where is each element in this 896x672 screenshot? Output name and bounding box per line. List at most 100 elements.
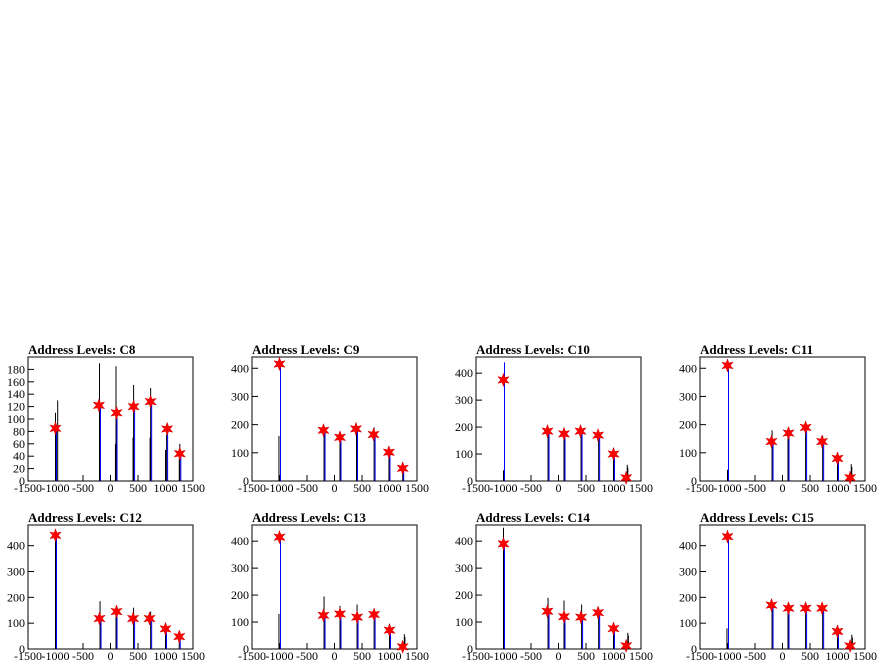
peak-marker — [497, 536, 510, 552]
y-tick-label: 200 — [7, 590, 25, 604]
y-tick-label: 0 — [243, 474, 249, 488]
peak-marker — [831, 451, 844, 466]
x-tick-label: -500 — [296, 481, 318, 495]
peak-marker — [110, 604, 123, 619]
y-tick-label: 140 — [7, 387, 25, 401]
peak-marker — [273, 529, 286, 545]
y-tick-label: 0 — [19, 474, 25, 488]
x-tick-label: 0 — [780, 481, 786, 495]
peak-marker — [831, 624, 844, 639]
y-tick-label: 120 — [7, 400, 25, 414]
x-tick-label: 1500 — [181, 481, 205, 495]
y-tick-label: 200 — [455, 588, 473, 602]
x-tick-label: -500 — [520, 649, 542, 663]
y-tick-label: 300 — [455, 561, 473, 575]
x-tick-label: -1500 — [14, 481, 42, 495]
peak-marker — [557, 426, 571, 442]
x-tick-label: 1000 — [378, 649, 402, 663]
y-tick-label: 300 — [679, 389, 697, 403]
chart-panel: Address Levels: C13 0 100 200 300 400 -1500 -10… — [231, 510, 429, 663]
peak-marker — [49, 528, 62, 543]
x-tick-label: 1500 — [853, 649, 877, 663]
peak-marker — [541, 423, 554, 439]
peak-marker — [350, 609, 364, 625]
peak-marker — [721, 529, 734, 544]
x-tick-label: -500 — [520, 481, 542, 495]
peak-marker — [607, 621, 620, 636]
chart-title: Address Levels: C11 — [700, 342, 813, 357]
y-tick-label: 100 — [7, 616, 25, 630]
chart-title: Address Levels: C15 — [700, 510, 814, 525]
y-tick-label: 300 — [231, 389, 249, 403]
peak-marker — [367, 607, 381, 622]
x-tick-label: -1000 — [266, 649, 294, 663]
peak-marker — [619, 470, 633, 486]
y-tick-label: 100 — [455, 615, 473, 629]
x-tick-label: 500 — [129, 649, 147, 663]
plot-frame — [27, 356, 194, 482]
peak-marker — [143, 611, 156, 626]
x-tick-label: -1000 — [714, 649, 742, 663]
peak-marker — [317, 423, 330, 438]
peak-marker — [382, 445, 396, 460]
chart-panel: Address Levels: C80204060801001201401601… — [7, 342, 205, 495]
peak-marker — [721, 358, 734, 373]
peak-marker — [127, 399, 140, 414]
x-tick-label: -1500 — [14, 649, 42, 663]
x-tick-label: -1500 — [462, 481, 490, 495]
x-tick-label: 500 — [129, 481, 147, 495]
y-tick-label: 0 — [243, 642, 249, 656]
x-tick-label: 1000 — [154, 481, 178, 495]
y-tick-label: 80 — [13, 424, 25, 438]
y-tick-label: 200 — [679, 418, 697, 432]
peak-marker — [799, 600, 812, 616]
chart-panel: Address Levels: C15 0 100 200 300 400 -1500 -10… — [679, 510, 877, 663]
x-tick-label: -1000 — [42, 481, 70, 495]
y-tick-label: 200 — [231, 418, 249, 432]
x-tick-label: 1000 — [602, 481, 626, 495]
x-tick-label: -1000 — [490, 481, 518, 495]
y-tick-label: 400 — [679, 539, 697, 553]
peak-marker — [396, 461, 409, 476]
plot-frame — [699, 356, 866, 482]
x-tick-label: 500 — [577, 481, 595, 495]
y-tick-label: 200 — [231, 588, 249, 602]
x-tick-label: 1500 — [853, 481, 877, 495]
peak-marker — [557, 609, 571, 624]
x-tick-label: 1000 — [826, 649, 850, 663]
y-tick-label: 100 — [231, 615, 249, 629]
x-tick-label: 500 — [801, 481, 819, 495]
peak-marker — [160, 421, 174, 437]
x-tick-label: -500 — [72, 649, 94, 663]
peak-marker — [843, 638, 857, 654]
y-tick-label: 400 — [231, 361, 249, 375]
chart-title: Address Levels: C9 — [252, 342, 360, 357]
x-tick-label: -1000 — [714, 481, 742, 495]
x-tick-label: -1500 — [238, 481, 266, 495]
y-tick-label: 20 — [13, 462, 25, 476]
x-tick-label: -500 — [744, 481, 766, 495]
peak-marker — [782, 425, 795, 441]
chart-title: Address Levels: C13 — [252, 510, 366, 525]
x-tick-label: 1000 — [378, 481, 402, 495]
x-tick-label: 1000 — [826, 481, 850, 495]
x-tick-label: 0 — [332, 649, 338, 663]
x-tick-label: 500 — [353, 649, 371, 663]
x-tick-label: -1500 — [686, 481, 714, 495]
y-tick-label: 200 — [455, 420, 473, 434]
peak-marker — [619, 638, 633, 654]
y-tick-label: 100 — [7, 412, 25, 426]
y-tick-label: 400 — [7, 539, 25, 553]
chart-title: Address Levels: C14 — [476, 510, 590, 525]
peak-marker — [815, 600, 829, 616]
y-tick-label: 300 — [231, 561, 249, 575]
x-tick-label: -500 — [744, 649, 766, 663]
peak-marker — [367, 427, 380, 442]
x-tick-label: -500 — [296, 649, 318, 663]
peak-marker — [541, 604, 554, 619]
peak-marker — [591, 427, 605, 443]
peak-marker — [383, 622, 396, 638]
peak-marker — [497, 372, 510, 388]
peak-marker — [144, 394, 157, 409]
